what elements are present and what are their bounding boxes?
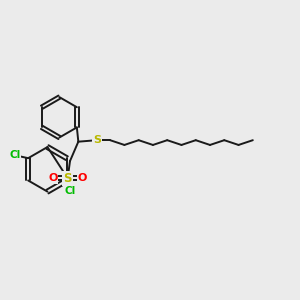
Text: O: O (78, 173, 87, 183)
Text: Cl: Cl (64, 186, 75, 196)
Text: O: O (48, 173, 58, 183)
Text: Cl: Cl (9, 150, 20, 160)
Text: S: S (93, 135, 101, 145)
Text: S: S (63, 172, 72, 185)
